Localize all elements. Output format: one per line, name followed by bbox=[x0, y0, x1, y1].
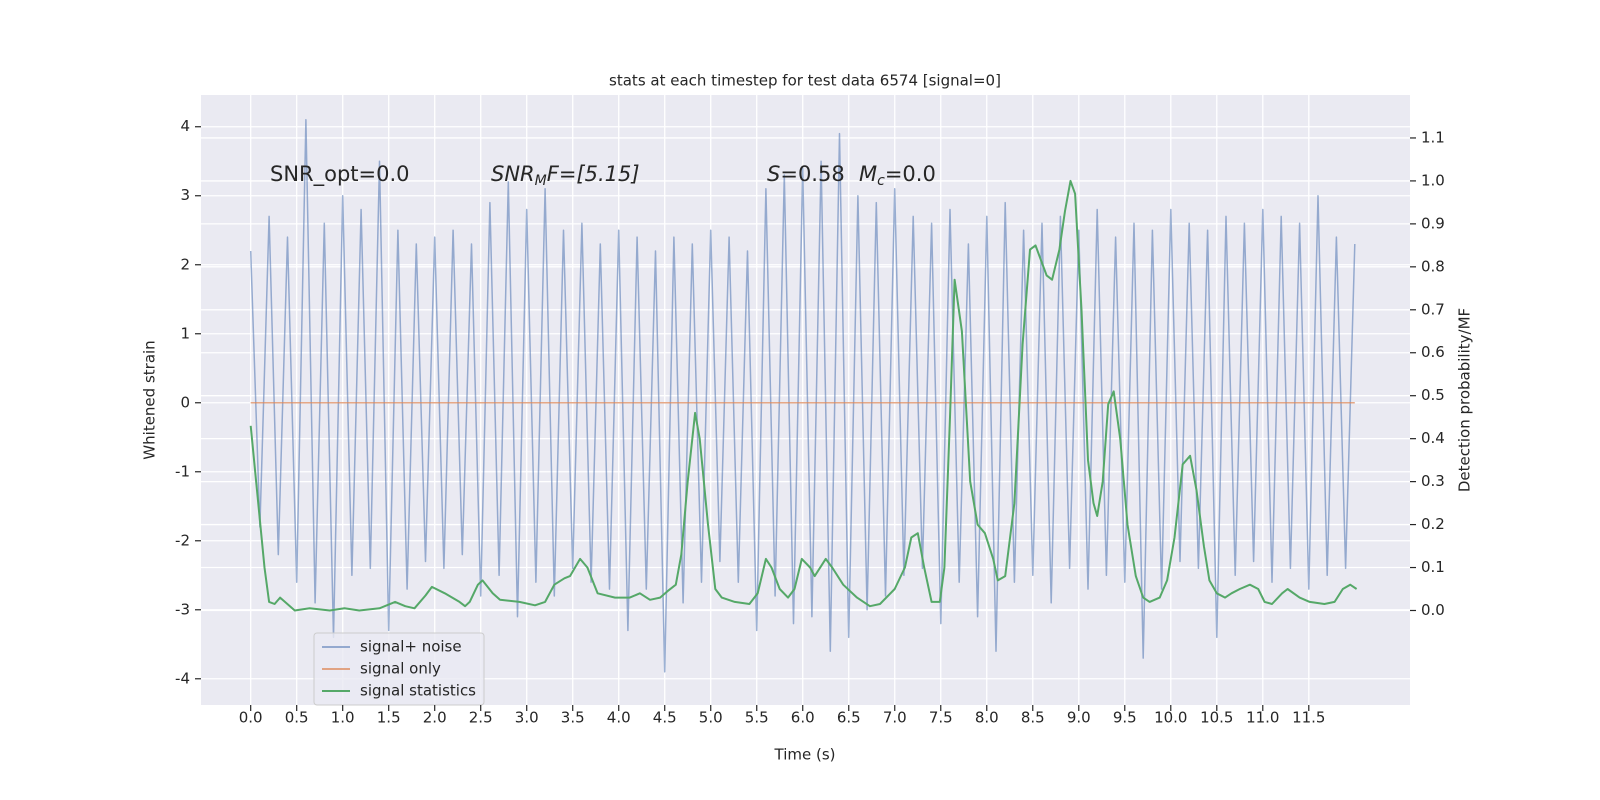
y2-tick-label: 1.0 bbox=[1421, 171, 1445, 189]
y2-tick-label: 0.4 bbox=[1421, 429, 1445, 447]
annotation: SNRMF=[5.15] bbox=[491, 162, 640, 189]
chart-title: stats at each timestep for test data 657… bbox=[609, 72, 1001, 90]
x-tick-label: 4.5 bbox=[653, 709, 677, 727]
x-tick-label: 4.0 bbox=[607, 709, 631, 727]
annotation-text: SNR_opt=0.0 bbox=[270, 162, 410, 187]
x-tick-label: 7.0 bbox=[883, 709, 907, 727]
y-tick-label: -4 bbox=[175, 669, 190, 687]
x-tick-label: 8.5 bbox=[1021, 709, 1045, 727]
annotation-subscript: c bbox=[877, 173, 885, 189]
x-tick-label: 1.5 bbox=[377, 709, 401, 727]
annotation-text: S bbox=[767, 162, 780, 186]
series-line bbox=[249, 119, 1356, 673]
y2-tick-label: 0.7 bbox=[1421, 300, 1445, 318]
y-axis-label: Whitened strain bbox=[141, 340, 159, 459]
x-tick-label: 3.5 bbox=[561, 709, 585, 727]
x-tick-label: 6.0 bbox=[791, 709, 815, 727]
legend-label: signal+ noise bbox=[360, 638, 462, 656]
annotation: SNR_opt=0.0 bbox=[270, 162, 410, 187]
x-tick-label: 11.5 bbox=[1292, 709, 1325, 727]
annotation-text: =0.58 bbox=[780, 162, 844, 186]
y2-tick-label: 0.8 bbox=[1421, 257, 1445, 275]
y-tick-label: 0 bbox=[180, 393, 190, 411]
x-tick-label: 9.0 bbox=[1067, 709, 1091, 727]
y2-tick-label: 0.6 bbox=[1421, 343, 1445, 361]
y2-tick-label: 0.0 bbox=[1421, 601, 1445, 619]
y-tick-label: 4 bbox=[180, 117, 190, 135]
y2-tick-label: 0.1 bbox=[1421, 558, 1445, 576]
legend: signal+ noise signal only signal statistic… bbox=[313, 632, 485, 706]
y-tick-label: 2 bbox=[180, 255, 190, 273]
x-tick-label: 3.0 bbox=[515, 709, 539, 727]
annotation-text: F=[5.15] bbox=[547, 162, 640, 186]
x-tick-label: 7.5 bbox=[929, 709, 953, 727]
x-tick-label: 6.5 bbox=[837, 709, 861, 727]
y-tick-label: 3 bbox=[180, 186, 190, 204]
x-axis-label: Time (s) bbox=[774, 746, 836, 764]
x-tick-label: 8.0 bbox=[975, 709, 999, 727]
y2-tick-label: 0.3 bbox=[1421, 472, 1445, 490]
legend-box bbox=[313, 632, 485, 706]
x-tick-label: 0.0 bbox=[239, 709, 263, 727]
x-tick-label: 2.5 bbox=[469, 709, 493, 727]
x-tick-label: 1.0 bbox=[331, 709, 355, 727]
y2-tick-label: 1.1 bbox=[1421, 128, 1445, 146]
x-tick-label: 5.0 bbox=[699, 709, 723, 727]
y2-tick-label: 0.9 bbox=[1421, 214, 1445, 232]
x-tick-label: 9.5 bbox=[1113, 709, 1137, 727]
series-line bbox=[249, 179, 1358, 612]
y-tick-label: -3 bbox=[175, 600, 190, 618]
annotation-text: SNR bbox=[491, 162, 535, 186]
legend-label: signal only bbox=[360, 660, 441, 678]
plot-area bbox=[201, 95, 1410, 705]
legend-label: signal statistics bbox=[360, 682, 476, 700]
x-tick-label: 5.5 bbox=[745, 709, 769, 727]
y-tick-label: 1 bbox=[180, 324, 190, 342]
annotation: S=0.58 bbox=[767, 162, 845, 186]
annotation-subscript: M bbox=[535, 173, 547, 189]
y-tick-label: -2 bbox=[175, 531, 190, 549]
x-tick-label: 10.5 bbox=[1200, 709, 1233, 727]
annotation: Mc=0.0 bbox=[859, 162, 936, 189]
y2-axis-label: Detection probability/MF bbox=[1456, 308, 1474, 492]
annotation-text: =0.0 bbox=[885, 162, 936, 186]
x-tick-label: 0.5 bbox=[285, 709, 309, 727]
x-tick-label: 11.0 bbox=[1246, 709, 1279, 727]
y2-tick-label: 0.5 bbox=[1421, 386, 1445, 404]
annotation-text: M bbox=[859, 162, 877, 186]
x-tick-label: 10.0 bbox=[1154, 709, 1187, 727]
y2-tick-label: 0.2 bbox=[1421, 515, 1445, 533]
y-tick-label: -1 bbox=[175, 462, 190, 480]
marks bbox=[249, 119, 1358, 673]
x-tick-label: 2.0 bbox=[423, 709, 447, 727]
